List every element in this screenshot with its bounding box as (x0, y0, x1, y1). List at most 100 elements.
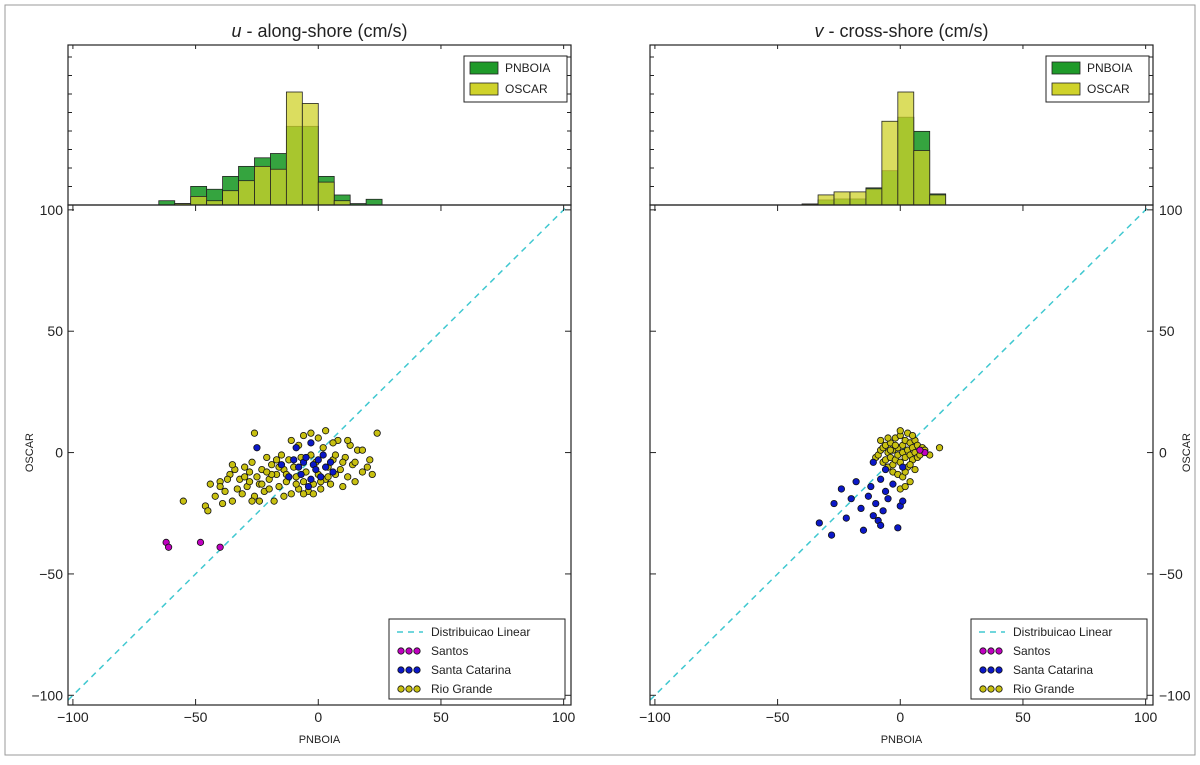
scatter-point-santa-catarina (899, 497, 907, 505)
scatter-point-rio-grande (255, 497, 263, 505)
scatter-point-santa-catarina (277, 461, 286, 469)
legend-marker-santa-catarina (979, 666, 987, 674)
scatter-point-santa-catarina (329, 468, 337, 476)
scatter-point-santa-catarina (292, 444, 300, 452)
histogram-bar-oscar (897, 91, 915, 206)
y-tick-label: −100 (31, 687, 63, 703)
scatter-point-santa-catarina (867, 482, 875, 491)
y-tick-label: 50 (47, 323, 63, 339)
scatter-point-rio-grande (292, 480, 300, 488)
legend-marker-santa-catarina (413, 666, 421, 674)
scatter-point-rio-grande (358, 468, 367, 476)
legend-marker-rio-grande (413, 685, 421, 693)
legend-marker-rio-grande (995, 685, 1003, 693)
scatter-point-rio-grande (373, 429, 381, 437)
histogram-bar-oscar (817, 194, 835, 206)
scatter-point-rio-grande (245, 478, 254, 486)
scatter-point-santos (916, 446, 924, 454)
scatter-frame (67, 204, 572, 706)
x-tick-label: −50 (766, 709, 790, 725)
scatter-point-santa-catarina (857, 504, 865, 512)
scatter-point-rio-grande (287, 490, 295, 498)
scatter-point-rio-grande (211, 492, 219, 500)
x-tick-label: 100 (552, 709, 576, 725)
histogram-bar-oscar (238, 180, 255, 206)
scatter-point-rio-grande (272, 456, 281, 464)
histogram-legend-swatch-pnboia (469, 61, 499, 75)
scatter-point-rio-grande (344, 436, 352, 445)
scatter-point-rio-grande (287, 436, 295, 445)
histogram-legend: PNBOIA OSCAR (463, 55, 568, 103)
legend-marker-rio-grande (397, 685, 405, 693)
scatter-point-rio-grande (339, 482, 347, 491)
scatter-point-rio-grande (363, 463, 371, 471)
legend-marker-santos (987, 647, 995, 655)
y-tick-label: 100 (40, 202, 64, 218)
scatter-point-rio-grande (896, 427, 904, 435)
scatter-point-rio-grande (911, 465, 919, 474)
chart-title-text: - along-shore (cm/s) (241, 21, 407, 41)
scatter-point-rio-grande (339, 458, 347, 466)
scatter-point-rio-grande (250, 429, 259, 437)
scatter-point-rio-grande (241, 473, 249, 481)
legend-label-rio-grande: Rio Grande (431, 682, 493, 696)
scatter-point-santa-catarina (864, 492, 872, 500)
scatter-point-santa-catarina (842, 514, 850, 522)
linear-distribution-line (67, 204, 570, 701)
x-tick-label: −100 (57, 709, 89, 725)
scatter-point-rio-grande (263, 453, 271, 462)
scatter-point-rio-grande (253, 473, 261, 481)
legend-marker-santa-catarina (397, 666, 405, 674)
y-tick-label: 50 (1159, 323, 1175, 339)
scatter-point-santa-catarina (847, 495, 855, 503)
histogram-legend-swatch-pnboia (1051, 61, 1081, 75)
scatter-point-rio-grande (258, 480, 266, 488)
scatter-point-santa-catarina (830, 499, 838, 508)
scatter-point-santa-catarina (837, 485, 845, 493)
chart-title-variable: u (231, 21, 241, 41)
scatter-point-rio-grande (906, 478, 914, 486)
histogram-bar-oscar (317, 181, 335, 206)
y-axis-label: OSCAR (1181, 433, 1193, 472)
scatter-point-rio-grande (248, 497, 256, 505)
scatter-point-rio-grande (238, 490, 246, 498)
scatter-point-rio-grande (309, 490, 317, 498)
scatter-point-santa-catarina (314, 456, 322, 464)
scatter-point-santa-catarina (302, 453, 310, 462)
scatter-point-santa-catarina (307, 439, 315, 447)
chart-title: u - along-shore (cm/s) (231, 21, 407, 41)
scatter-point-rio-grande (908, 431, 917, 440)
scatter-point-rio-grande (307, 429, 315, 437)
histogram-bar-oscar (222, 190, 239, 206)
scatter-point-rio-grande (351, 478, 359, 486)
histogram-bar-oscar (833, 191, 851, 206)
histogram-bar-oscar (190, 196, 208, 206)
y-tick-label: −50 (39, 566, 63, 582)
y-tick-label: 0 (55, 445, 63, 461)
scatter-point-rio-grande (179, 497, 187, 505)
scatter-point-santa-catarina (877, 475, 885, 483)
scatter-point-rio-grande (358, 446, 367, 454)
histogram-bar-pnboia (158, 200, 176, 206)
scatter-point-rio-grande (299, 431, 308, 440)
scatter-plot: −100 −50 0 50 100−100−50050100PNBOIAOSCARDis… (639, 202, 1193, 746)
scatter-point-rio-grande (268, 461, 276, 469)
scatter-point-rio-grande (275, 482, 283, 491)
x-tick-label: 0 (314, 709, 322, 725)
scatter-point-rio-grande (324, 473, 332, 481)
scatter-point-santa-catarina (869, 512, 877, 520)
scatter-point-santa-catarina (894, 524, 902, 532)
histogram-bar-oscar (865, 188, 883, 206)
chart-title-text: - cross-shore (cm/s) (823, 21, 988, 41)
scatter-point-santa-catarina (881, 465, 890, 474)
scatter-point-rio-grande (223, 475, 232, 483)
histogram-bar-oscar (254, 165, 271, 206)
scatter-point-santa-catarina (304, 482, 313, 491)
scatter-point-rio-grande (331, 451, 340, 459)
scatter-point-rio-grande (216, 482, 224, 491)
scatter-point-rio-grande (263, 468, 271, 476)
legend-marker-rio-grande (979, 685, 987, 693)
histogram-bar-oscar (206, 200, 223, 206)
